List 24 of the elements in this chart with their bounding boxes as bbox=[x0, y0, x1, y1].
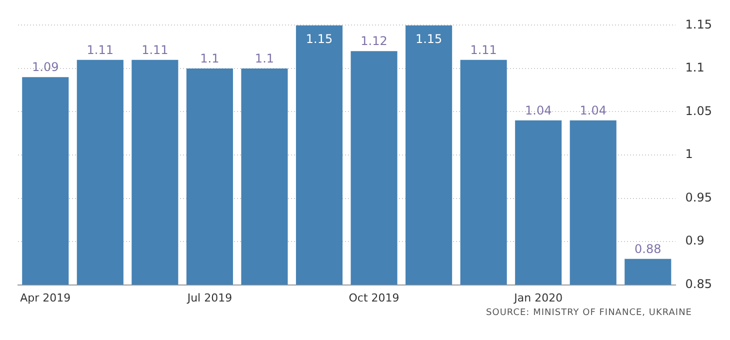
data-label: 1.1 bbox=[200, 51, 220, 66]
y-tick-label: 1.05 bbox=[685, 104, 712, 118]
y-tick-label: 1.15 bbox=[685, 17, 712, 32]
y-tick-label: 0.95 bbox=[685, 190, 712, 204]
data-label: 1.1 bbox=[254, 51, 274, 66]
data-label: 1.12 bbox=[360, 34, 388, 48]
data-label: 1.11 bbox=[470, 42, 497, 57]
data-label: 0.88 bbox=[634, 242, 662, 256]
data-label: 1.04 bbox=[580, 103, 606, 118]
source-note: SOURCE: MINISTRY OF FINANCE, UKRAINE bbox=[485, 308, 693, 318]
data-label: 1.15 bbox=[306, 32, 333, 46]
y-tick-label: 1 bbox=[685, 147, 693, 162]
x-tick-label: Oct 2019 bbox=[348, 291, 400, 304]
data-label: 1.15 bbox=[415, 32, 442, 46]
y-tick-label: 0.9 bbox=[685, 234, 704, 248]
data-label: 1.11 bbox=[142, 42, 168, 57]
x-tick-label: Jan 2020 bbox=[513, 291, 563, 304]
y-tick-label: 0.85 bbox=[685, 276, 712, 291]
data-label: 1.11 bbox=[86, 42, 114, 57]
x-tick-label: Apr 2019 bbox=[20, 291, 71, 304]
data-label: 1.04 bbox=[524, 103, 552, 118]
x-tick-label: Jul 2019 bbox=[186, 291, 232, 304]
y-tick-label: 1.1 bbox=[685, 60, 704, 75]
data-label: 1.09 bbox=[32, 60, 59, 74]
